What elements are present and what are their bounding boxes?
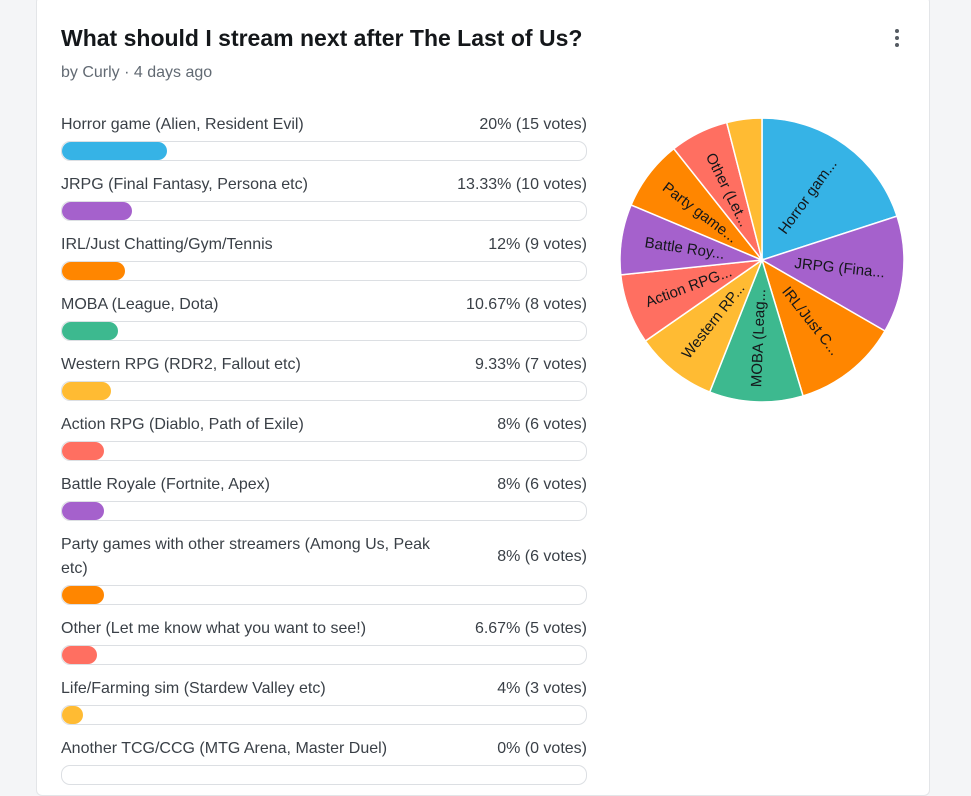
option-bar-fill <box>62 382 111 400</box>
option-percentage: 0% (0 votes) <box>497 740 587 757</box>
option-bar-track <box>61 381 587 401</box>
option-percentage: 9.33% (7 votes) <box>474 356 587 373</box>
poll-card: What should I stream next after The Last… <box>36 0 930 796</box>
option-bar-fill <box>62 706 83 724</box>
option-bar-track <box>61 261 587 281</box>
option-bar-track <box>61 441 587 461</box>
option-label: Action RPG (Diablo, Path of Exile) <box>61 416 304 433</box>
option-bar-fill <box>62 442 104 460</box>
option-label: Horror game (Alien, Resident Evil) <box>61 116 304 133</box>
option-percentage: 12% (9 votes) <box>488 236 587 253</box>
pie-slice-label: MOBA (Leag... <box>748 288 769 387</box>
option-percentage: 8% (6 votes) <box>497 416 587 433</box>
option-label: Western RPG (RDR2, Fallout etc) <box>61 356 301 373</box>
option-bar-track <box>61 585 587 605</box>
vertical-ellipsis-icon[interactable] <box>889 27 905 49</box>
poll-title: What should I stream next after The Last… <box>61 25 583 51</box>
option-percentage: 8% (6 votes) <box>497 476 587 493</box>
option-label: JRPG (Final Fantasy, Persona etc) <box>61 176 308 193</box>
option-bar-fill <box>62 262 125 280</box>
option-percentage: 6.67% (5 votes) <box>474 620 587 637</box>
option-bar-fill <box>62 142 167 160</box>
option-label: Another TCG/CCG (MTG Arena, Master Duel) <box>61 740 388 757</box>
option-bar-fill <box>62 586 104 604</box>
option-bar-fill <box>62 202 132 220</box>
option-label: Battle Royale (Fortnite, Apex) <box>61 476 270 493</box>
option-label: MOBA (League, Dota) <box>61 296 219 313</box>
option-bar-track <box>61 765 587 785</box>
option-bar-track <box>61 321 587 341</box>
poll-byline: by Curly · 4 days ago <box>61 64 213 81</box>
option-bar-track <box>61 645 587 665</box>
option-percentage: 8% (6 votes) <box>497 548 587 565</box>
option-percentage: 20% (15 votes) <box>479 116 587 133</box>
option-bar-fill <box>62 646 97 664</box>
option-percentage: 10.67% (8 votes) <box>466 296 587 313</box>
pie-chart: Horror gam...JRPG (Fina...IRL/Just C...M… <box>619 117 905 403</box>
option-bar-fill <box>62 322 118 340</box>
option-bar-track <box>61 141 587 161</box>
option-percentage: 4% (3 votes) <box>497 680 587 697</box>
option-bar-fill <box>62 502 104 520</box>
option-percentage: 13.33% (10 votes) <box>457 176 587 193</box>
option-bar-track <box>61 501 587 521</box>
option-label: Party games with other streamers (Among … <box>61 536 431 577</box>
option-label: IRL/Just Chatting/Gym/Tennis <box>61 236 273 253</box>
option-label: Other (Let me know what you want to see!… <box>61 620 367 637</box>
option-label: Life/Farming sim (Stardew Valley etc) <box>61 680 326 697</box>
option-bar-track <box>61 201 587 221</box>
option-bar-track <box>61 705 587 725</box>
pie-outline <box>619 117 905 403</box>
